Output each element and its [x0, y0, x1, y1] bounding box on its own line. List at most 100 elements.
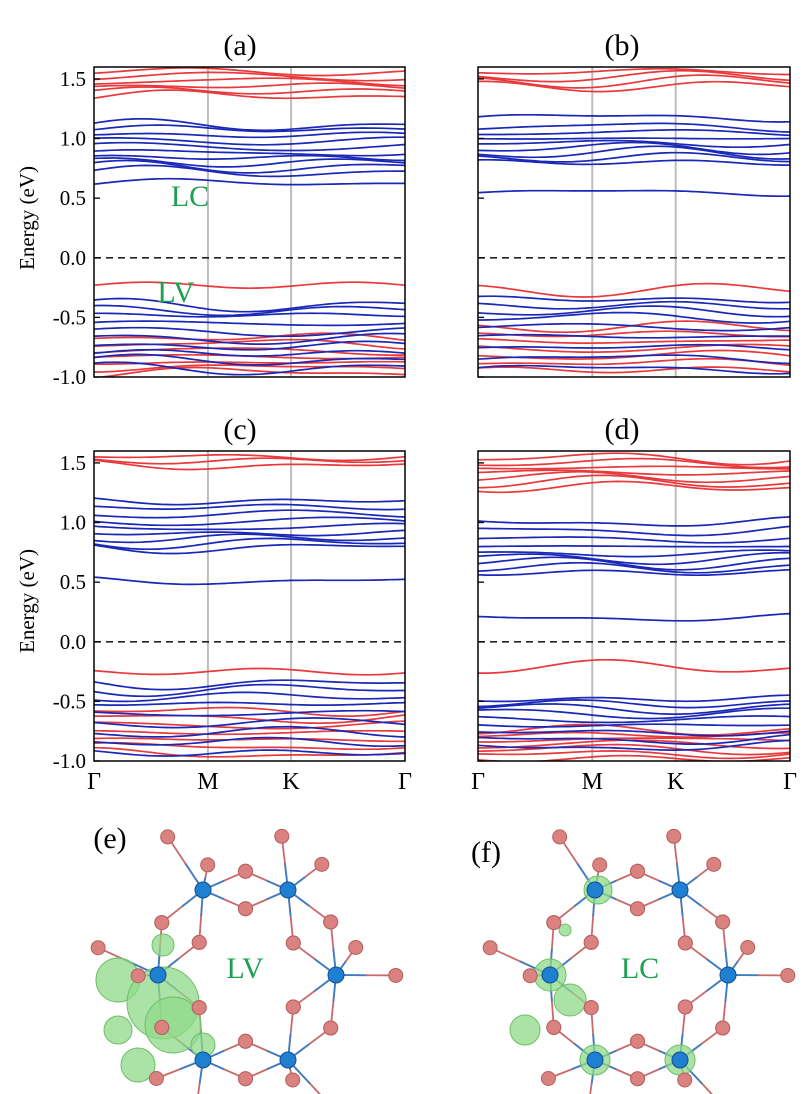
y-tick-label: 1.5: [60, 67, 86, 91]
y-tick-label: -1.0: [53, 749, 86, 773]
band-line: [478, 536, 790, 544]
band-line: [478, 750, 790, 760]
oxygen-atom: [677, 935, 693, 951]
band-line: [478, 470, 790, 484]
band-line: [478, 739, 790, 751]
band-line: [478, 474, 790, 489]
oxygen-atom: [388, 967, 404, 983]
oxygen-atom: [546, 915, 562, 931]
band-line: [94, 82, 405, 90]
band-line: [94, 332, 405, 345]
orbital-lobe: [558, 923, 572, 937]
band-line: [94, 154, 405, 162]
orbital-lobe: [553, 983, 587, 1017]
structure-e: [90, 828, 404, 1094]
band-line: [94, 725, 405, 738]
band-line: [478, 612, 790, 622]
band-line: [478, 343, 790, 353]
oxygen-atom: [314, 856, 330, 872]
band-line: [478, 337, 790, 344]
band-line: [94, 77, 405, 87]
band-panel-c: (c) 1.51.00.50.0-0.5-1.0Γ M K Γ: [53, 413, 412, 795]
metal-atom: [671, 881, 689, 899]
band-line: [478, 545, 790, 548]
band-line: [94, 89, 405, 100]
panel-label-e: (e): [93, 822, 126, 855]
band-line: [478, 305, 790, 318]
panel-label-b: (b): [605, 29, 640, 62]
band-line: [94, 701, 405, 706]
plot-frame: [93, 66, 406, 378]
band-line: [94, 709, 405, 717]
band-line: [478, 330, 790, 338]
band-line: [94, 576, 405, 586]
metal-atom: [586, 881, 604, 899]
band-line: [478, 74, 790, 89]
orbital-lobe: [509, 1014, 541, 1046]
band-line: [94, 353, 405, 366]
bands-a: [94, 67, 405, 377]
oxygen-atom: [740, 939, 756, 955]
oxygen-atom: [154, 915, 170, 931]
band-line: [94, 149, 405, 157]
y-tick-label: 0.0: [60, 630, 86, 654]
oxygen-atom: [482, 940, 498, 956]
band-line: [478, 364, 790, 375]
panel-label-d: (d): [605, 413, 640, 446]
oxygen-atom: [238, 1033, 253, 1049]
band-line: [94, 340, 405, 351]
band-line: [478, 452, 790, 466]
band-line: [478, 354, 790, 365]
band-line: [478, 189, 790, 198]
band-line: [94, 741, 405, 751]
band-line: [478, 743, 790, 756]
structure-panel-e: (e) LV: [90, 822, 404, 1094]
panel-label-a: (a): [223, 29, 256, 62]
band-line: [478, 366, 790, 374]
bands-d: [478, 451, 790, 761]
band-line: [478, 333, 790, 339]
band-line: [94, 320, 405, 327]
band-line: [94, 749, 405, 757]
oxygen-atom: [706, 856, 722, 872]
band-line: [478, 141, 790, 156]
structure-f: [482, 828, 796, 1094]
panel-label-c: (c): [223, 413, 256, 446]
band-line: [478, 69, 790, 83]
band-line: [94, 453, 405, 462]
oxygen-atom: [583, 934, 599, 950]
y-axis-title-top: Energy (eV): [15, 166, 39, 270]
oxygen-atom: [238, 863, 253, 879]
oxygen-atom: [285, 935, 301, 951]
y-axis-title-bottom: Energy (eV): [15, 549, 39, 653]
band-line: [94, 516, 405, 527]
kpoint-label: Γ: [783, 769, 797, 795]
oxygen-atom: [630, 1071, 645, 1087]
band-line: [94, 459, 405, 471]
band-line: [94, 141, 405, 152]
band-line: [94, 366, 405, 377]
oxygen-atom: [285, 1072, 301, 1088]
band-line: [478, 737, 790, 743]
band-line: [478, 322, 790, 332]
oxygen-atom: [323, 1020, 339, 1036]
metal-atom: [541, 966, 559, 984]
oxygen-atom: [191, 1000, 207, 1016]
metal-atom: [719, 966, 737, 984]
y-tick-label: -0.5: [53, 689, 86, 713]
band-line: [94, 667, 405, 676]
band-line: [478, 707, 790, 720]
oxygen-atom: [238, 1071, 253, 1087]
band-line: [478, 465, 790, 470]
oxygen-atom: [677, 1072, 693, 1088]
band-line: [478, 145, 790, 160]
metal-atom: [327, 966, 345, 984]
annotation-lc-structure: LC: [621, 952, 659, 985]
band-line: [478, 729, 790, 737]
band-line: [478, 67, 790, 76]
kpoint-label: Γ: [87, 769, 101, 795]
band-line: [478, 139, 790, 149]
band-line: [94, 509, 405, 519]
band-line: [94, 717, 405, 729]
structure-panel-f: (f) LC: [471, 828, 796, 1094]
